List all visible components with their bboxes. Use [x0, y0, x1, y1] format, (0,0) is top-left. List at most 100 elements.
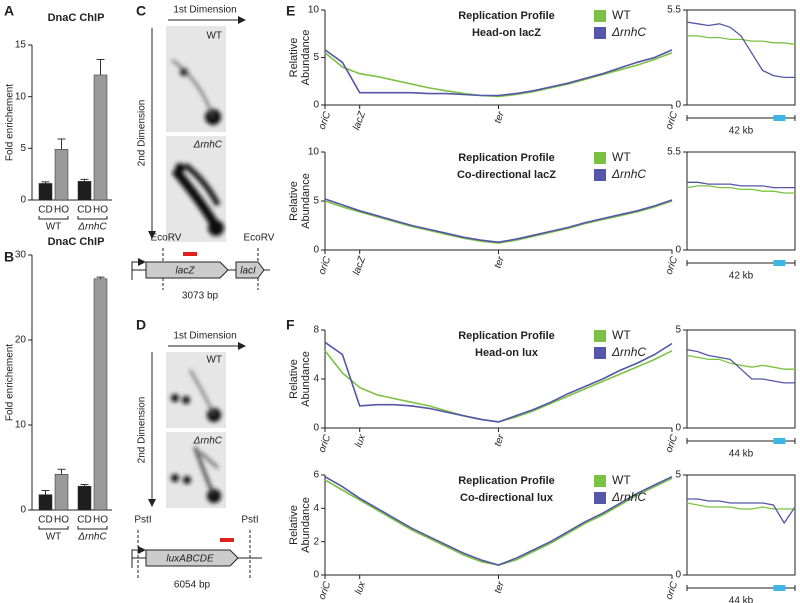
- x-tick-label: oriC: [664, 579, 681, 601]
- series-line: [686, 502, 795, 510]
- site-label: EcoRV: [244, 233, 275, 244]
- y-tick-label: 4: [313, 503, 319, 514]
- y-axis-label: Abundance: [300, 173, 312, 229]
- legend-swatch: [594, 10, 606, 22]
- y-tick-label: 0: [20, 195, 26, 206]
- legend-label: ΔrnhC: [611, 167, 646, 181]
- y-tick-label: 5.5: [667, 147, 681, 158]
- x-tick-label: oriC: [317, 109, 334, 131]
- gel-spots: [171, 162, 224, 236]
- error-bar: [57, 468, 66, 475]
- y-tick-label: 0: [313, 100, 319, 111]
- panel-label: B: [4, 249, 14, 265]
- x-tick-label: HO: [93, 515, 108, 526]
- chart-title: Co-directional lacZ: [457, 169, 556, 181]
- gel-label: ΔrnhC: [193, 436, 223, 447]
- scale-label: 44 kb: [729, 449, 754, 460]
- locus-marker: [773, 260, 786, 266]
- y-tick-label: 0: [313, 570, 319, 581]
- probe: [183, 252, 197, 256]
- y-tick-label: 5: [675, 325, 681, 336]
- dimension-label: 2nd Dimension: [137, 397, 148, 464]
- legend-swatch: [594, 27, 606, 39]
- gene-label: lacI: [240, 266, 256, 277]
- chart-title: Head-on lux: [475, 347, 539, 359]
- legend-label: WT: [612, 8, 631, 22]
- group-label: ΔrnhC: [77, 222, 107, 233]
- legend-label: ΔrnhC: [611, 490, 646, 504]
- series-line: [324, 350, 673, 423]
- x-tick-label: lux: [353, 432, 368, 449]
- y-axis-label: Fold enrichement: [5, 344, 16, 421]
- x-tick-label: CD: [77, 205, 91, 216]
- panel-d: 1st Dimension 2nd Dimension WT ΔrnhC Pst…: [131, 331, 262, 591]
- series-line: [686, 348, 795, 384]
- legend-label: ΔrnhC: [611, 345, 646, 359]
- legend-swatch: [594, 152, 606, 164]
- series-line: [324, 475, 673, 566]
- gel-label: WT: [206, 31, 222, 42]
- bar: [38, 494, 53, 511]
- y-tick-label: 0: [313, 423, 319, 434]
- bar: [77, 485, 92, 511]
- x-tick-label: HO: [54, 205, 69, 216]
- site-label: PstI: [241, 515, 258, 526]
- series-line: [686, 185, 795, 194]
- series-line: [686, 21, 795, 79]
- x-tick-label: oriC: [664, 432, 681, 454]
- series-line: [687, 498, 796, 525]
- series-line: [687, 181, 795, 189]
- gene-label: luxABCDE: [166, 554, 214, 565]
- x-tick-label: oriC: [317, 254, 334, 276]
- site-label: EcoRV: [151, 233, 182, 244]
- y-tick-label: 10: [15, 420, 27, 431]
- x-tick-label: CD: [38, 205, 52, 216]
- x-tick-label: lux: [353, 579, 368, 596]
- x-tick-label: oriC: [317, 579, 334, 601]
- probe: [220, 538, 234, 542]
- chart-title: Replication Profile: [458, 152, 555, 164]
- y-tick-label: 0: [675, 245, 681, 256]
- x-tick-label: ter: [492, 580, 507, 595]
- group-bracket: [77, 526, 108, 530]
- y-tick-label: 6: [313, 470, 319, 481]
- gene: [235, 261, 265, 279]
- y-tick-label: 0: [313, 245, 319, 256]
- site-label: PstI: [134, 515, 151, 526]
- group-label: WT: [46, 532, 62, 543]
- y-tick-label: 10: [308, 5, 320, 16]
- y-tick-label: 30: [15, 250, 27, 261]
- bar: [38, 183, 53, 201]
- chart-title: Co-directional lux: [460, 492, 554, 504]
- error-bar: [80, 484, 89, 487]
- legend-swatch: [594, 347, 606, 359]
- length-label: 3073 bp: [182, 291, 219, 302]
- scale-label: 44 kb: [729, 596, 754, 603]
- group-label: ΔrnhC: [77, 532, 107, 543]
- panel-label: D: [136, 317, 146, 333]
- gene: [145, 261, 229, 279]
- error-bar: [96, 276, 105, 279]
- y-tick-label: 2: [313, 536, 319, 547]
- plot-frame: [686, 329, 796, 429]
- gel-spots: [171, 369, 221, 422]
- y-tick-label: 10: [308, 147, 320, 158]
- panel-label: A: [4, 3, 14, 19]
- chart-title: DnaC ChIP: [48, 12, 105, 24]
- legend-swatch: [594, 330, 606, 342]
- y-tick-label: 8: [313, 325, 319, 336]
- y-tick-label: 5: [20, 143, 26, 154]
- x-tick-label: CD: [38, 515, 52, 526]
- panel-c: 1st Dimension 2nd Dimension WT ΔrnhC Eco…: [131, 5, 275, 302]
- y-tick-label: 5.5: [667, 5, 681, 16]
- series-line: [324, 49, 673, 97]
- dimension-label: 1st Dimension: [173, 331, 236, 342]
- promoter: [131, 546, 146, 568]
- x-tick-label: lacZ: [351, 109, 368, 131]
- group-bracket: [38, 216, 69, 220]
- legend-label: WT: [612, 473, 631, 487]
- dimension-label: 1st Dimension: [173, 5, 236, 16]
- bar: [54, 474, 69, 511]
- chart-title: Replication Profile: [458, 10, 555, 22]
